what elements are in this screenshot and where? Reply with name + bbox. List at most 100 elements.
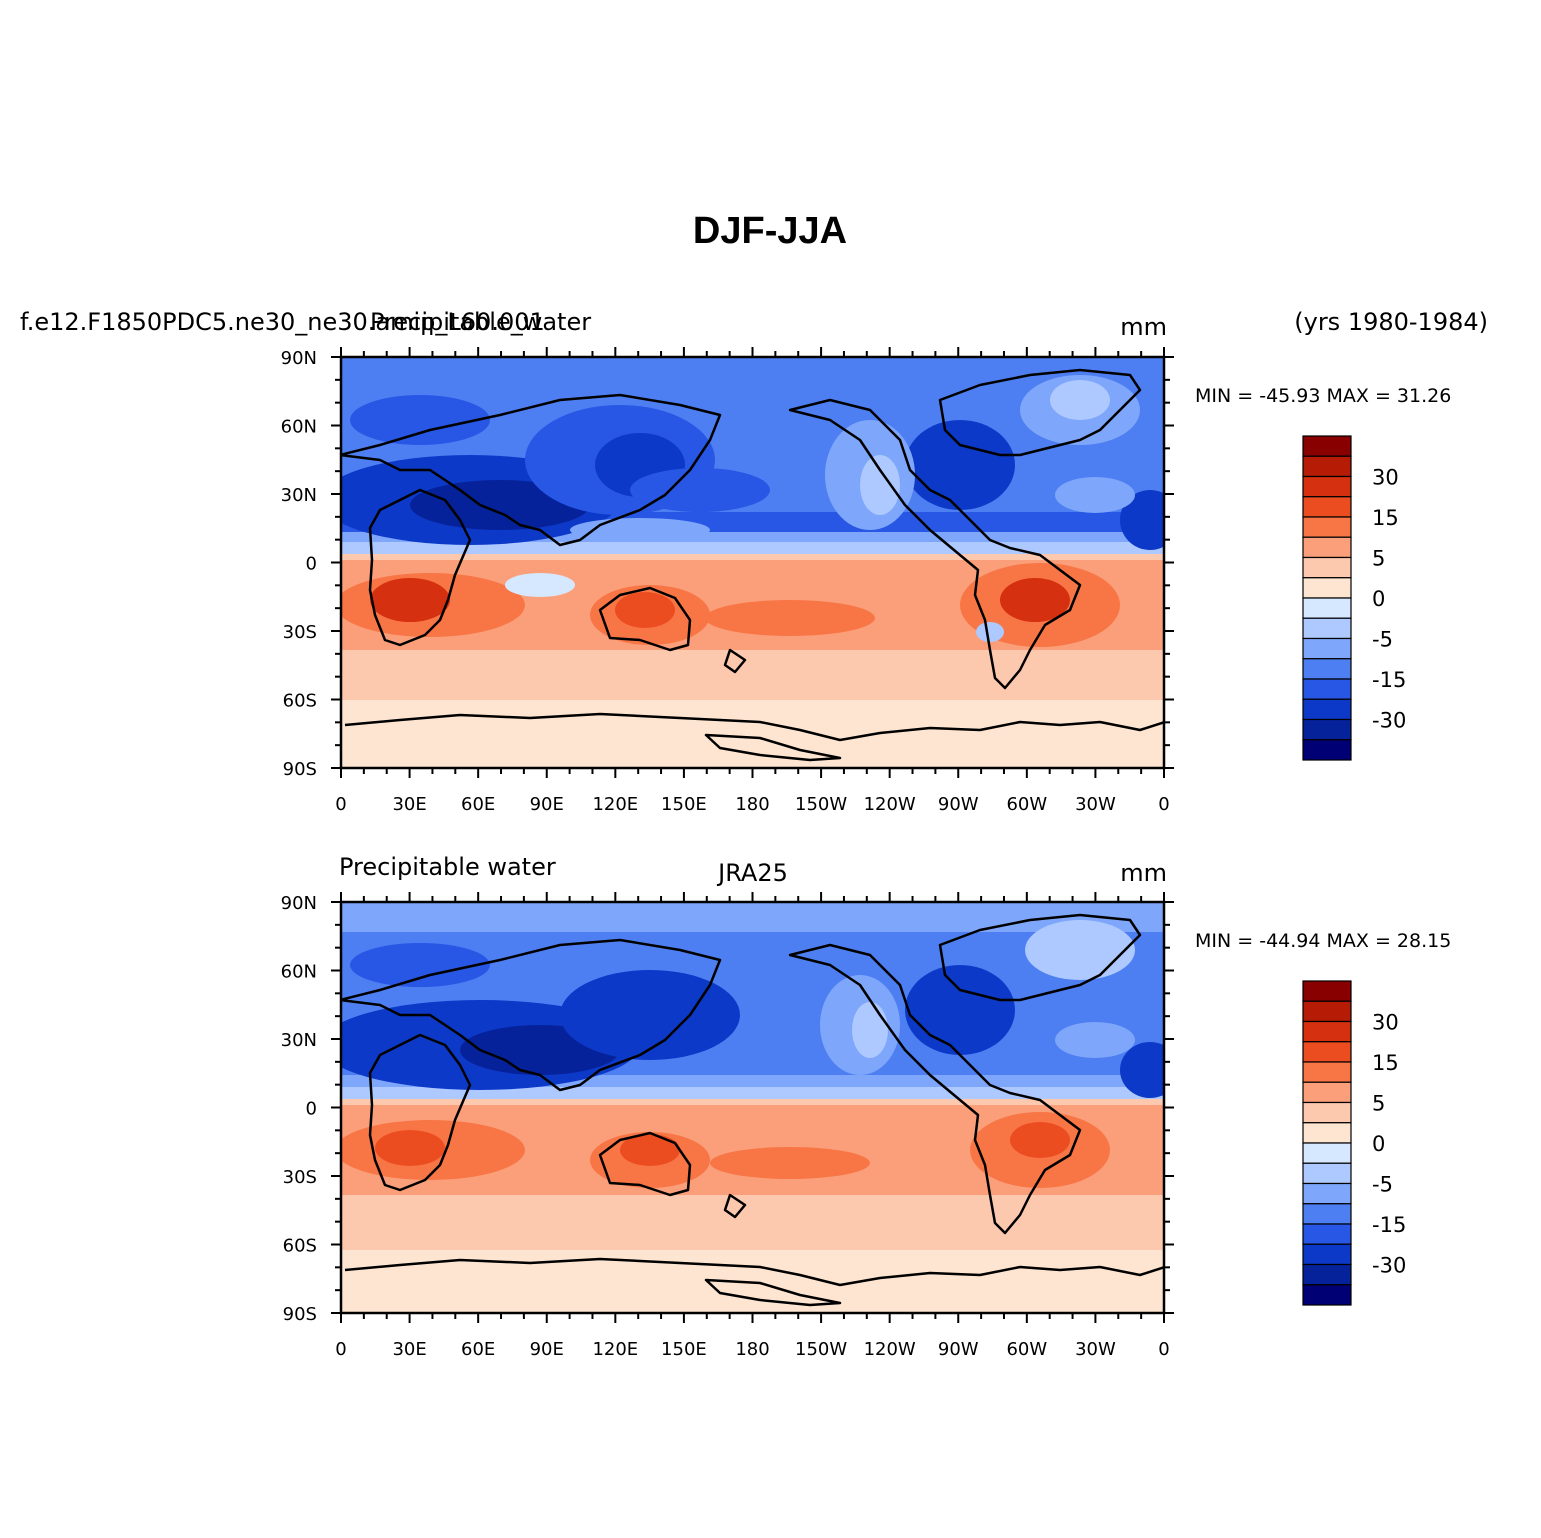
lat-tick-label: 30N	[281, 485, 317, 506]
colorbar-bin	[1302, 739, 1352, 761]
lon-tick-label: 180	[735, 794, 769, 815]
lat-tick-label: 60S	[283, 1236, 317, 1257]
panel-center-title: JRA25	[716, 859, 788, 887]
panel-center-title: Precipitable_water	[370, 308, 591, 336]
contour-field	[341, 902, 1164, 1313]
colorbar-bin	[1302, 617, 1352, 640]
colorbar-bin	[1302, 658, 1352, 680]
longitude-labels: 0 30E 60E 90E 120E 150E 180 150W 120W 90W 60W 30W 0	[335, 794, 1169, 815]
colorbar-bin	[1302, 1223, 1352, 1245]
lon-tick-label: 60E	[461, 794, 495, 815]
lat-tick-label: 90N	[281, 893, 317, 914]
colorbar-bin	[1302, 1263, 1352, 1286]
colorbar-bin	[1302, 577, 1352, 599]
colorbar-bin	[1302, 516, 1352, 538]
lon-tick-label: 60E	[461, 1339, 495, 1360]
lat-tick-label: 60S	[283, 691, 317, 712]
lon-tick-label: 180	[735, 1339, 769, 1360]
colorbar-label: 15	[1372, 506, 1399, 530]
colorbar-label: 15	[1372, 1051, 1399, 1075]
colorbar-label: -15	[1372, 668, 1406, 692]
coastlines	[341, 913, 1164, 1307]
colorbar-bin	[1302, 536, 1352, 559]
lat-tick-label: 90N	[281, 348, 317, 369]
colorbar-label: -5	[1372, 628, 1393, 652]
colorbar-bin	[1302, 1081, 1352, 1104]
lon-tick-label: 30W	[1075, 794, 1116, 815]
colorbar-label: 0	[1372, 1132, 1385, 1156]
longitude-labels: 0 30E 60E 90E 120E 150E 180 150W 120W 90W 60W 30W 0	[335, 1339, 1169, 1360]
lon-tick-label: 0	[335, 794, 346, 815]
lon-tick-label: 30W	[1075, 1339, 1116, 1360]
colorbar-bin	[1302, 1162, 1352, 1185]
min-max-label: MIN = -44.94 MAX = 28.15	[1195, 930, 1451, 952]
axis-ticks	[331, 892, 1174, 1323]
lat-tick-label: 30S	[283, 622, 317, 643]
lon-tick-label: 60W	[1006, 1339, 1047, 1360]
colorbar-bin	[1302, 455, 1352, 478]
colorbar-bin	[1302, 1243, 1352, 1266]
colorbar-label: 5	[1372, 1092, 1385, 1116]
lon-tick-label: 120E	[592, 1339, 638, 1360]
panel-model: f.e12.F1850PDC5.ne30_ne30.amip_L60.001 P…	[20, 308, 1488, 815]
colorbar-bin	[1302, 597, 1352, 619]
lon-tick-label: 0	[1158, 1339, 1169, 1360]
colorbar-bin	[1302, 1182, 1352, 1205]
panel-left-title: Precipitable water	[339, 853, 556, 881]
axis-ticks	[331, 347, 1174, 778]
figure-title: DJF-JJA	[693, 210, 847, 252]
colorbar-bin	[1302, 435, 1352, 457]
panel-units: mm	[1120, 859, 1167, 887]
colorbar-label: -5	[1372, 1173, 1393, 1197]
lon-tick-label: 120W	[864, 794, 916, 815]
colorbar-bin	[1302, 475, 1352, 498]
lon-tick-label: 150W	[795, 1339, 847, 1360]
colorbar-bin	[1302, 637, 1352, 660]
lon-tick-label: 120W	[864, 1339, 916, 1360]
colorbar-bin	[1302, 556, 1352, 579]
colorbar-bin	[1302, 1284, 1352, 1306]
colorbar-bin	[1302, 1020, 1352, 1043]
min-max-label: MIN = -45.93 MAX = 31.26	[1195, 385, 1451, 407]
lat-tick-label: 90S	[283, 1304, 317, 1325]
colorbar-bin	[1302, 1041, 1352, 1063]
lat-tick-label: 60N	[281, 417, 317, 438]
lon-tick-label: 30E	[392, 1339, 426, 1360]
colorbar-label: 5	[1372, 547, 1385, 571]
coastlines	[341, 368, 1164, 762]
colorbar-label: 0	[1372, 587, 1385, 611]
colorbar-label: -30	[1372, 1254, 1406, 1278]
lon-tick-label: 150W	[795, 794, 847, 815]
lat-tick-label: 0	[306, 1099, 317, 1120]
colorbar-bin	[1302, 496, 1352, 518]
colorbar-label: 30	[1372, 1011, 1399, 1035]
colorbar: 30 15 5 0 -5 -15 -30	[1302, 435, 1406, 761]
lon-tick-label: 90E	[530, 794, 564, 815]
colorbar-bin	[1302, 1142, 1352, 1164]
lon-tick-label: 30E	[392, 794, 426, 815]
panel-units: mm	[1120, 313, 1167, 341]
lat-tick-label: 0	[306, 554, 317, 575]
colorbar-label: -15	[1372, 1213, 1406, 1237]
latitude-labels: 90N 60N 30N 0 30S 60S 90S	[281, 893, 317, 1325]
lon-tick-label: 90E	[530, 1339, 564, 1360]
panel-left-title: f.e12.F1850PDC5.ne30_ne30.amip_L60.001	[20, 308, 545, 336]
lat-tick-label: 90S	[283, 759, 317, 780]
lat-tick-label: 60N	[281, 962, 317, 983]
colorbar-bin	[1302, 980, 1352, 1002]
colorbar: 30 15 5 0 -5 -15 -30	[1302, 980, 1406, 1306]
year-range: (yrs 1980-1984)	[1294, 308, 1488, 336]
lon-tick-label: 150E	[661, 794, 707, 815]
colorbar-bin	[1302, 1203, 1352, 1225]
panel-obs: Precipitable water JRA25 mm MIN = -44.94…	[281, 853, 1452, 1360]
colorbar-bin	[1302, 1000, 1352, 1023]
latitude-labels: 90N 60N 30N 0 30S 60S 90S	[281, 348, 317, 780]
contour-field	[341, 357, 1164, 768]
lon-tick-label: 60W	[1006, 794, 1047, 815]
lon-tick-label: 0	[335, 1339, 346, 1360]
colorbar-bin	[1302, 1061, 1352, 1083]
lon-tick-label: 90W	[938, 794, 979, 815]
colorbar-label: 30	[1372, 466, 1399, 490]
lat-tick-label: 30S	[283, 1167, 317, 1188]
colorbar-label: -30	[1372, 709, 1406, 733]
